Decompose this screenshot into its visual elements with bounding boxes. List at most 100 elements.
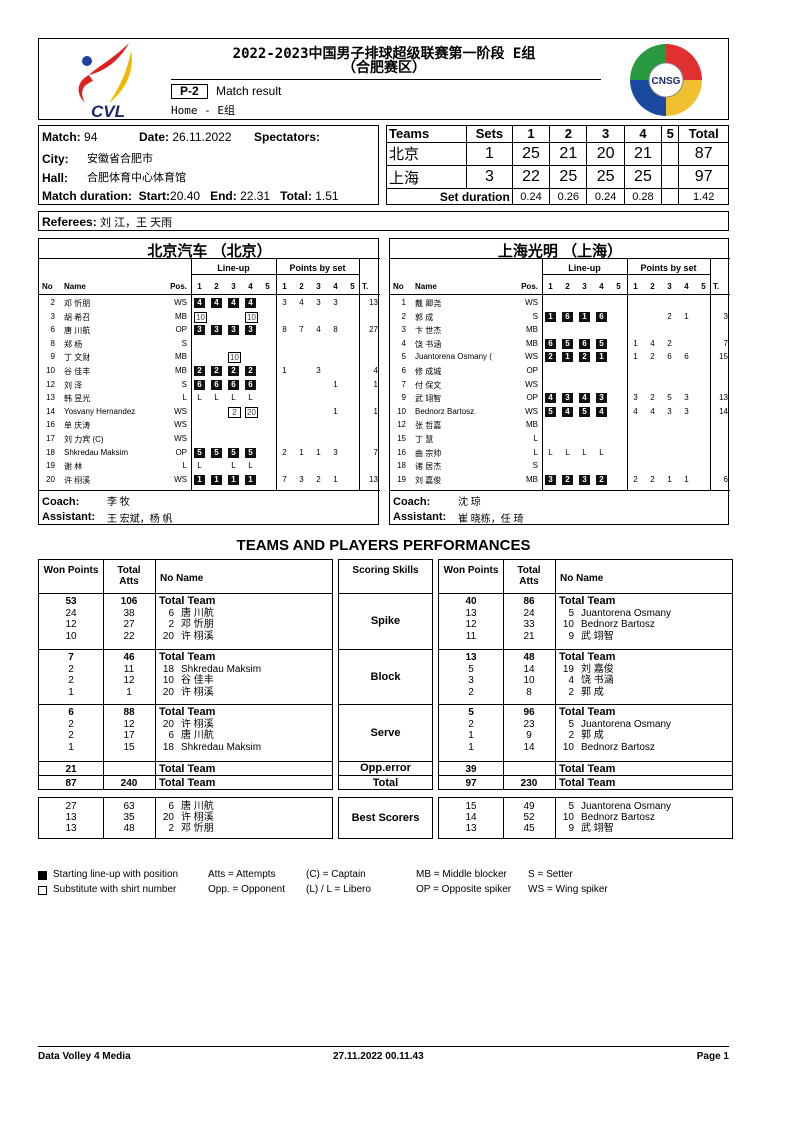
player-name: Shkredau Maksim xyxy=(181,741,262,753)
legend-item: S = Setter xyxy=(528,869,573,880)
player-row: 3 卞 世杰 MB xyxy=(390,324,730,337)
set-points: 4 xyxy=(650,406,655,416)
points-set-header: 1 xyxy=(633,282,638,291)
divider xyxy=(627,258,628,490)
player-number: 13 xyxy=(46,393,55,403)
total-attempts: 38 xyxy=(123,607,135,619)
assistant-label: Assistant: xyxy=(42,511,96,523)
spectators-label: Spectators: xyxy=(254,130,321,144)
lineup-libero-marker: L xyxy=(565,447,570,457)
lineup-set-header: 5 xyxy=(616,282,621,291)
best-scorers-label-box: Best Scorers xyxy=(338,797,433,839)
set-points: 1 xyxy=(282,366,287,375)
score-table: Teams Sets 1 2 3 4 5 Total 北京 1 25 21 20 21 87 上海 3 22 2… xyxy=(386,125,729,205)
lineup-set-header: 5 xyxy=(265,282,270,291)
player-number: 6 xyxy=(168,801,174,812)
points-set-header: 5 xyxy=(701,282,706,291)
divider xyxy=(39,761,332,762)
lineup-start-marker: 3 xyxy=(245,325,256,336)
divider xyxy=(339,761,432,762)
total-attempts: 8 xyxy=(526,686,532,698)
won-points-header: Won Points xyxy=(43,565,99,576)
won-points: 39 xyxy=(465,764,477,775)
lineup-start-marker: 5 xyxy=(545,406,556,417)
player-number: 4 xyxy=(401,338,406,348)
lineup-libero-marker: L xyxy=(248,393,253,403)
player-name: Total Team xyxy=(559,595,616,607)
player-position: WS xyxy=(525,298,538,307)
player-name: 卞 世杰 xyxy=(415,326,442,336)
player-name: 刘 嘉俊 xyxy=(415,475,442,485)
score-cell: 1 xyxy=(466,141,513,167)
set-duration-label: Set duration xyxy=(386,188,513,205)
score-cell: 21 xyxy=(549,141,588,167)
date-label: Date: xyxy=(139,130,170,144)
lineup-set-header: 2 xyxy=(214,282,219,291)
score-cell: 87 xyxy=(678,141,729,167)
lineup-sub-marker: 20 xyxy=(245,406,258,418)
lineup-start-marker: 3 xyxy=(194,325,205,336)
player-number: 7 xyxy=(401,379,406,389)
player-number: 20 xyxy=(162,686,174,698)
set-points: 1 xyxy=(684,311,689,321)
player-name: 武 翊智 xyxy=(581,630,614,642)
player-total-points: 15 xyxy=(719,352,728,362)
score-cell: 3 xyxy=(466,165,513,190)
player-name: Total Team xyxy=(559,706,616,718)
player-total-points: 1 xyxy=(373,379,378,389)
assistant-names: 王 宏斌，杨 帆 xyxy=(107,514,173,525)
coach-name: 李 牧 xyxy=(107,497,130,508)
lineup-libero-marker: L xyxy=(214,393,219,403)
total-attempts: 14 xyxy=(523,741,535,753)
match-label: Match: xyxy=(42,130,81,144)
lineup-start-marker: 2 xyxy=(228,366,239,376)
city-value: 安徽省合肥市 xyxy=(87,153,153,165)
player-row: 1 戴 卿尧 WS xyxy=(390,297,730,310)
player-row: 18 Shkredau Maksim OP 5 5 5 5 2 1 1 3 7 xyxy=(39,447,380,460)
divider xyxy=(390,490,730,491)
lineup-start-marker: 1 xyxy=(228,474,239,485)
lineup-start-marker: 6 xyxy=(545,338,556,349)
home-team-panel: 北京汽车 （北京） Line-up Points by set No Name Pos. 1… xyxy=(38,238,380,525)
player-number: 18 xyxy=(397,461,406,471)
score-header: 3 xyxy=(586,125,625,143)
name-header: Name xyxy=(415,282,437,291)
legend-item: (L) / L = Libero xyxy=(306,884,371,895)
duration-label: Match duration: xyxy=(42,189,132,203)
player-number: 2 xyxy=(568,686,574,698)
lineup-start-marker: 2 xyxy=(194,366,205,376)
player-name: 许 栩溪 xyxy=(64,475,91,485)
player-total-points: 13 xyxy=(369,298,378,307)
lineup-start-marker: 1 xyxy=(194,474,205,485)
lineup-sub-marker: 10 xyxy=(194,311,207,323)
player-number: 2 xyxy=(568,730,574,741)
player-name: Total Team xyxy=(559,777,616,789)
set-points: 2 xyxy=(650,474,655,484)
won-points: 12 xyxy=(465,619,477,630)
won-points: 1 xyxy=(468,730,474,741)
lineup-start-marker: 3 xyxy=(562,393,573,404)
divider xyxy=(39,490,380,491)
won-points: 13 xyxy=(465,607,477,619)
match-date: 26.11.2022 xyxy=(172,130,232,144)
total-attempts: 23 xyxy=(523,718,535,730)
player-number: 9 xyxy=(50,352,55,362)
player-name: 郑 杨 xyxy=(64,339,83,349)
set-points: 1 xyxy=(333,406,338,416)
header-title: 2022-2023中国男子排球超级联赛第一阶段 E组 xyxy=(232,46,536,62)
player-number: 16 xyxy=(46,420,55,430)
divider xyxy=(155,560,156,789)
player-number: 4 xyxy=(568,675,574,686)
total-atts-header: Total Atts xyxy=(117,565,141,587)
player-number: 10 xyxy=(397,406,406,416)
player-total-points: 7 xyxy=(373,447,378,457)
set-duration xyxy=(661,188,680,205)
home-performance-table: Won Points Total Atts No Name 53 106 Total Te… xyxy=(38,559,333,790)
player-row: 18 诸 居杰 S xyxy=(390,460,730,473)
lineup-libero-marker: L xyxy=(248,461,253,471)
total-duration: 1.51 xyxy=(315,189,339,203)
won-points: 6 xyxy=(68,707,74,718)
lineup-start-marker: 2 xyxy=(211,366,222,376)
player-position: MB xyxy=(175,352,187,362)
player-row: 5 Juantorena Osmany (WS 2 1 2 1 1 2 6 6 15 xyxy=(390,351,730,364)
